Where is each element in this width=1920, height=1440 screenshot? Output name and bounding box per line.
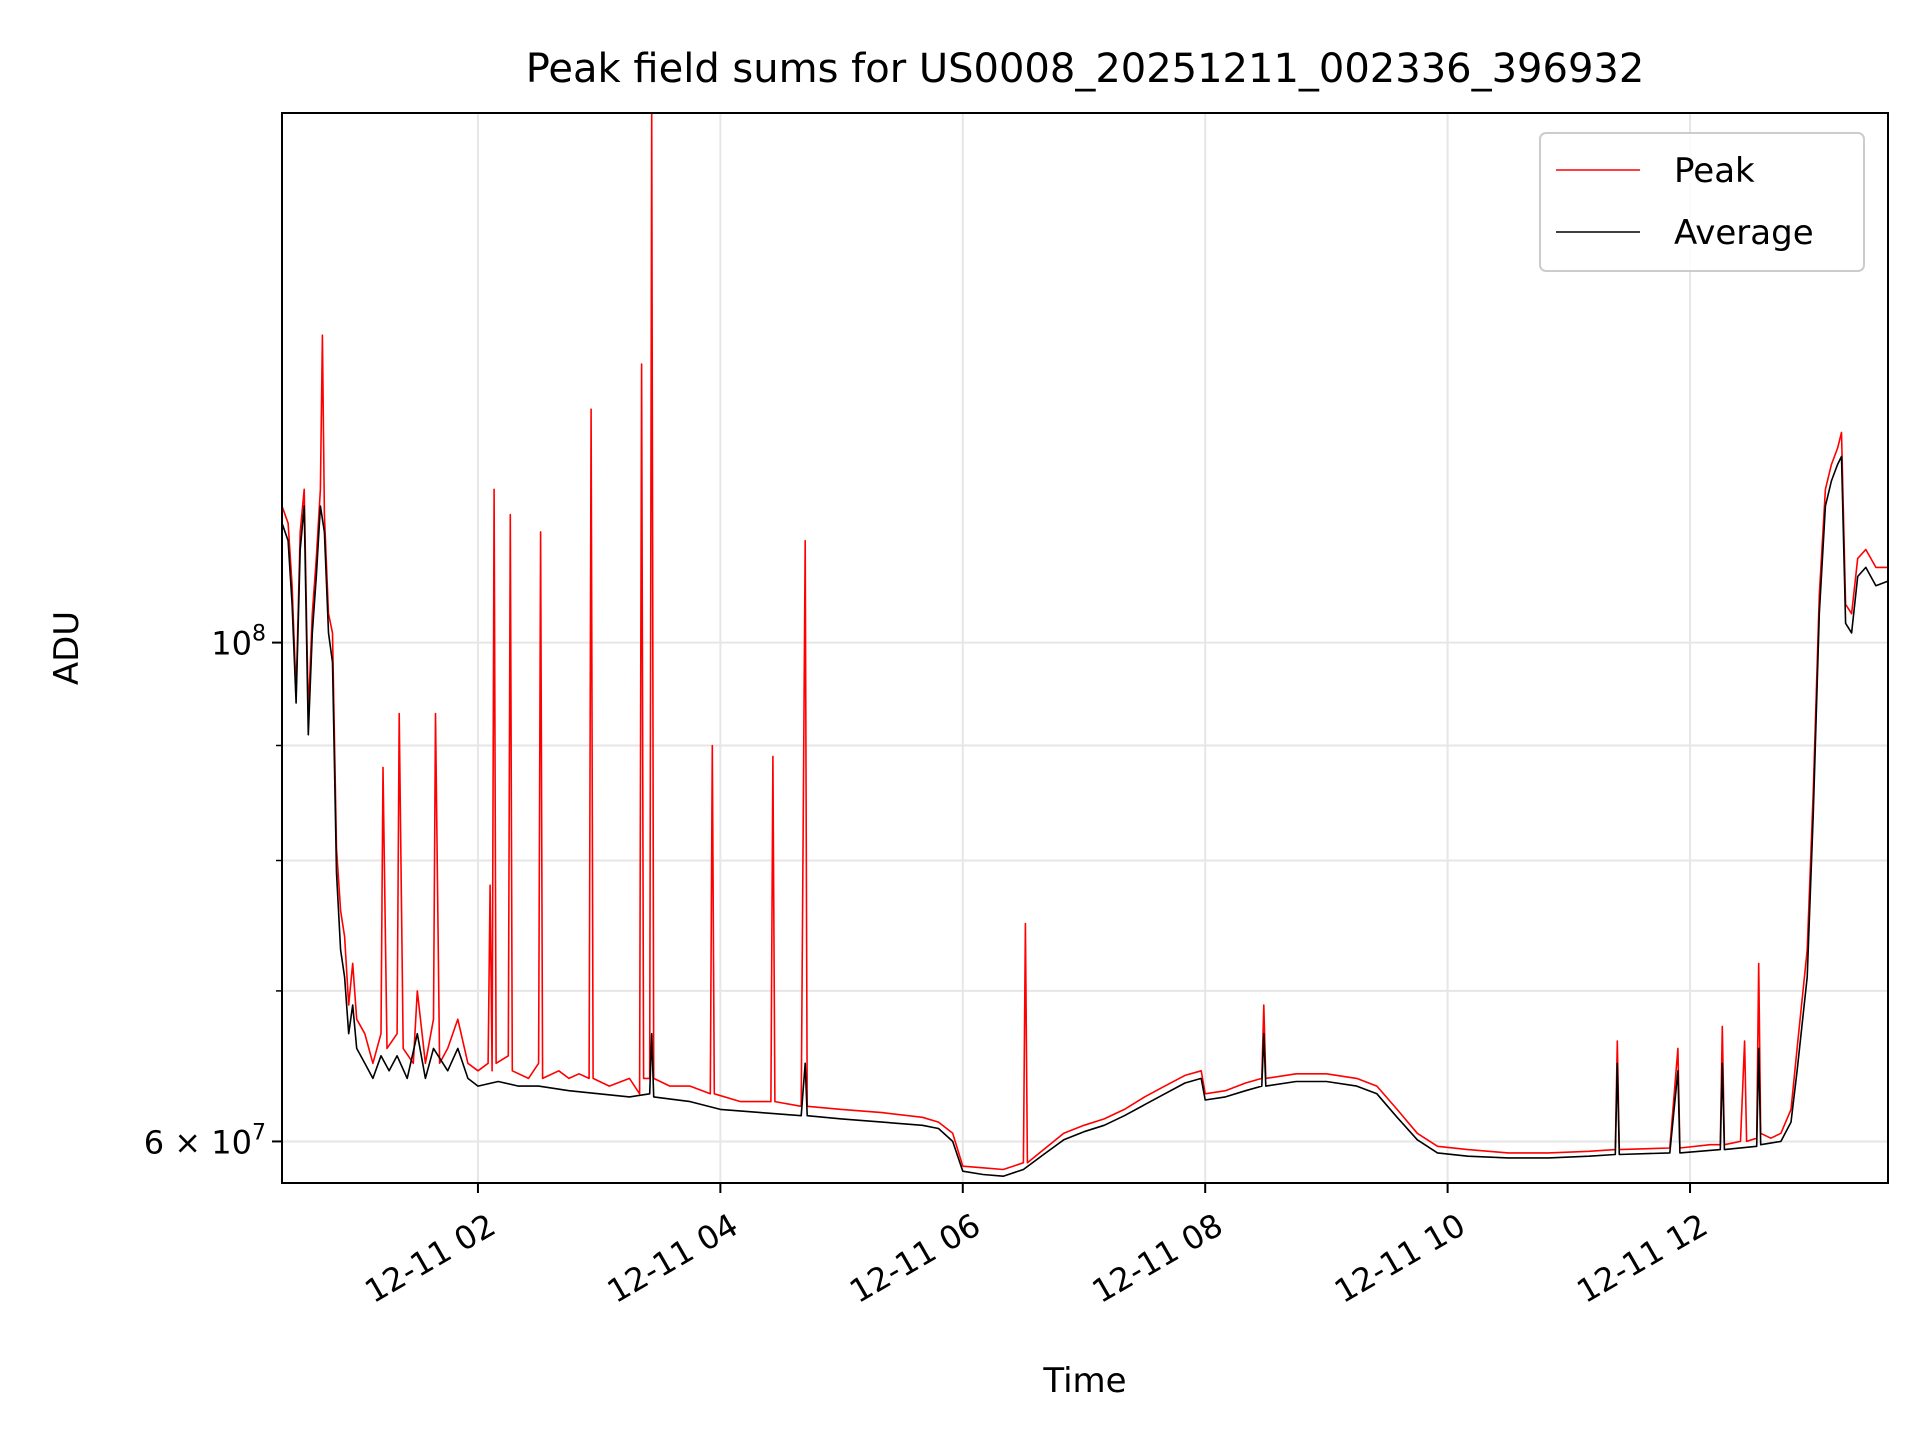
- series-line-average: [282, 455, 1888, 1177]
- legend: Peak Average: [1539, 132, 1865, 272]
- series-line-peak: [282, 113, 1888, 1171]
- y-tick-label: 6 × 107: [144, 1120, 266, 1161]
- chart-title: Peak field sums for US0008_20251211_0023…: [526, 46, 1645, 92]
- legend-label-average: Average: [1674, 213, 1814, 253]
- legend-label-peak: Peak: [1674, 151, 1755, 191]
- legend-box: [1539, 132, 1865, 272]
- y-axis: 108 6 × 107: [144, 622, 282, 1161]
- plot-area: [282, 113, 1888, 1177]
- x-axis-label: Time: [1042, 1361, 1126, 1401]
- y-tick-label: 108: [211, 622, 266, 663]
- grid: [282, 113, 1888, 1183]
- y-axis-label: ADU: [47, 611, 87, 685]
- plot-frame: [281, 112, 1889, 1184]
